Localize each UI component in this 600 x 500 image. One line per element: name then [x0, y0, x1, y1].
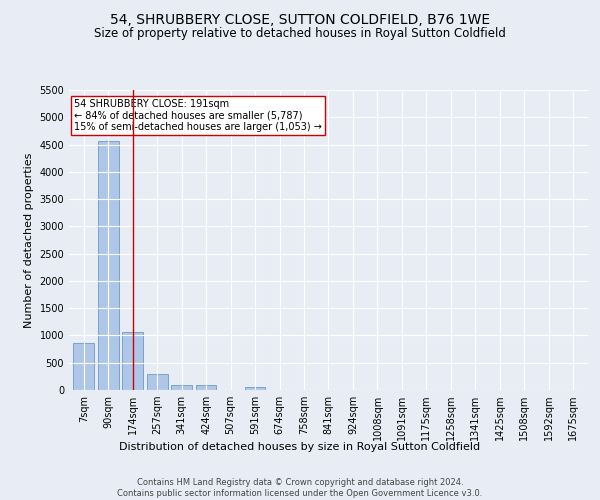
Text: 54, SHRUBBERY CLOSE, SUTTON COLDFIELD, B76 1WE: 54, SHRUBBERY CLOSE, SUTTON COLDFIELD, B…: [110, 12, 490, 26]
Text: Size of property relative to detached houses in Royal Sutton Coldfield: Size of property relative to detached ho…: [94, 28, 506, 40]
Bar: [98, 142, 119, 390]
Bar: [73, 342, 94, 390]
Bar: [122, 332, 143, 390]
Y-axis label: Number of detached properties: Number of detached properties: [24, 152, 34, 328]
Bar: [147, 374, 167, 390]
Text: 54 SHRUBBERY CLOSE: 191sqm
← 84% of detached houses are smaller (5,787)
15% of s: 54 SHRUBBERY CLOSE: 191sqm ← 84% of deta…: [74, 99, 322, 132]
Bar: [245, 387, 265, 390]
Text: Contains HM Land Registry data © Crown copyright and database right 2024.
Contai: Contains HM Land Registry data © Crown c…: [118, 478, 482, 498]
Bar: [196, 386, 217, 390]
Text: Distribution of detached houses by size in Royal Sutton Coldfield: Distribution of detached houses by size …: [119, 442, 481, 452]
Bar: [171, 385, 192, 390]
